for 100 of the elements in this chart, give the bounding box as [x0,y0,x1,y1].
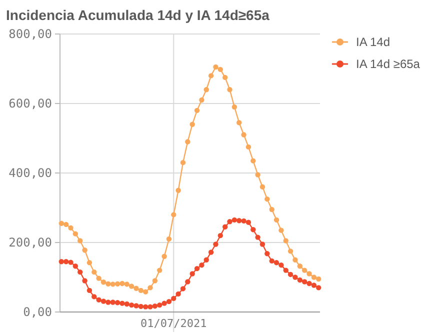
point [199,262,204,268]
point [297,277,302,283]
point [288,272,294,278]
point [260,242,266,247]
point [213,242,218,247]
point [264,196,270,202]
point [114,300,120,306]
point [199,97,204,103]
point [222,224,228,230]
point [208,250,214,255]
point [269,206,274,212]
point [96,297,102,302]
point [134,303,139,308]
point [176,188,181,193]
point [92,294,97,300]
y-tick-label: 200,00 [8,236,52,250]
point [72,231,78,236]
point [63,259,69,264]
point [241,218,246,224]
point [162,300,167,306]
point [190,271,195,276]
point [283,238,288,244]
point [157,268,162,273]
point [194,108,200,114]
point [246,220,252,225]
point [278,262,284,268]
point [124,282,130,287]
point [110,300,116,305]
point [92,269,97,275]
point [292,274,298,280]
point [204,257,209,262]
point [264,251,270,256]
point [232,217,238,223]
point [114,281,120,286]
y-tick-label: 600,00 [8,96,52,111]
point [157,302,162,308]
point [166,298,172,304]
point [171,212,176,218]
point [78,238,83,244]
point [180,160,186,166]
point [185,139,190,144]
point [218,66,223,72]
point [250,158,256,164]
point [274,217,280,223]
point [306,280,312,286]
point [152,303,158,309]
point [185,279,190,284]
point [292,257,298,262]
point [68,225,74,231]
point [82,248,88,253]
point [176,291,181,297]
point [246,144,252,150]
y-tick-label: 0,00 [23,305,52,320]
y-tick-label: 400,00 [8,166,52,180]
point [63,222,69,228]
point [110,282,116,287]
x-tick-label: 01/07/2021 [140,317,207,330]
point [152,278,158,284]
point [58,220,64,226]
point [227,219,232,224]
point [68,260,74,265]
point [100,298,106,304]
point [72,264,78,269]
y-tick-label: 800,00 [8,27,52,42]
point [283,268,288,273]
point [250,227,256,232]
point [106,300,111,305]
point [190,122,195,127]
point [148,285,153,290]
point [142,304,148,310]
point [232,104,238,110]
point [194,266,200,272]
point [134,286,139,291]
point [78,269,83,275]
point [128,284,134,289]
point [218,232,223,238]
point [255,234,260,240]
point [120,300,125,306]
point [162,254,167,259]
chart-title: Incidencia Acumulada 14d y IA 14d≥65a [6,7,270,23]
point [255,172,260,178]
point [120,280,125,286]
point [138,288,144,294]
point [278,228,284,233]
point [274,260,280,266]
point [106,281,111,286]
point [316,285,322,290]
point [180,286,186,292]
point [316,276,322,282]
point [148,304,153,310]
point [171,296,176,302]
point [302,279,308,284]
point [311,274,317,280]
point [222,74,228,80]
point [204,87,209,92]
point [213,64,218,70]
point [302,268,308,273]
point [142,289,148,294]
point [236,218,242,224]
point [58,259,64,264]
